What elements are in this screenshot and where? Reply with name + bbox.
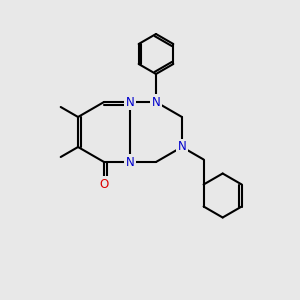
Text: O: O [99,178,109,190]
Text: N: N [126,155,134,169]
Text: N: N [126,95,134,109]
Text: N: N [178,140,186,154]
Text: N: N [152,95,160,109]
